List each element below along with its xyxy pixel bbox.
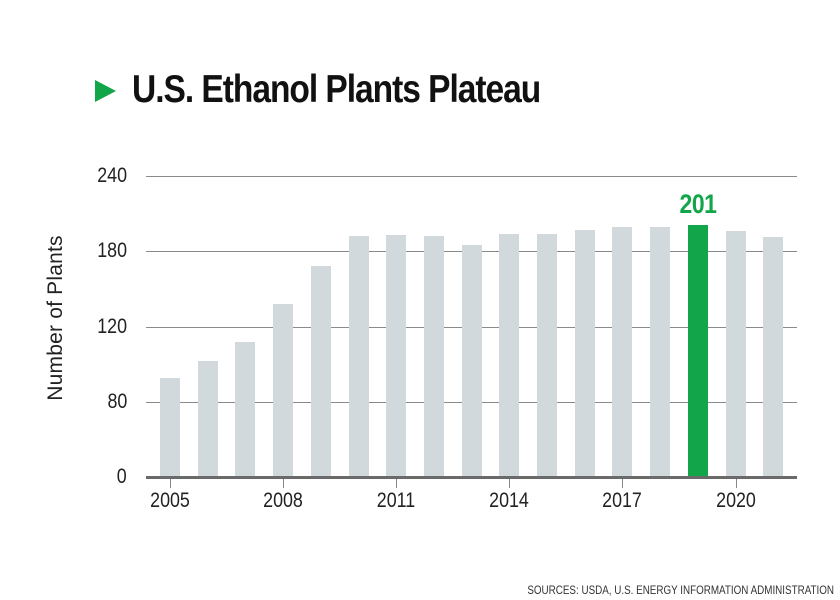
bar-2016 [574,229,595,477]
x-tick-mark [396,479,398,488]
bar-2006 [197,360,218,477]
y-tick-label: 0 [117,465,127,488]
bar-2019 [687,224,708,477]
x-tick-label: 2017 [602,489,643,512]
bar-2015 [537,233,557,477]
highlight-value-label: 201 [679,188,717,219]
y-tick-label: 80 [107,390,127,413]
gridline [146,176,797,177]
bar-2012 [423,236,444,477]
bar-2010 [348,236,369,477]
x-tick-label: 2008 [263,489,303,512]
bar-2013 [461,244,482,477]
x-tick-mark [283,479,285,488]
source-note: SOURCES: USDA, U.S. ENERGY INFORMATION A… [527,583,834,597]
x-tick-label: 2011 [376,489,416,512]
bar-2008 [273,304,294,477]
x-tick-mark [170,479,171,488]
bar-2011 [386,234,407,477]
bar-2020 [725,231,746,477]
play-arrow-icon [95,80,116,102]
title-text: U.S. Ethanol Plants Plateau [132,68,541,111]
bar-2007 [235,342,256,477]
x-tick-label: 2014 [489,489,530,512]
bar-2021 [763,237,784,477]
bar-2017 [612,227,633,477]
bar-2014 [499,233,520,477]
x-tick-label: 2020 [715,489,756,512]
x-tick-mark [735,479,737,488]
x-axis-line [146,476,797,479]
bar-2009 [310,266,331,477]
x-tick-mark [509,479,511,488]
x-tick-mark [622,479,624,488]
chart-title: U.S. Ethanol Plants Plateau [95,66,607,114]
bar-2018 [650,227,671,477]
y-axis-label: Number of Plants [44,235,67,401]
bar-2005 [160,377,180,477]
y-tick-label: 180 [97,239,127,262]
y-tick-label: 240 [97,164,127,187]
x-tick-label: 2005 [150,489,190,512]
y-tick-label: 120 [97,315,127,338]
